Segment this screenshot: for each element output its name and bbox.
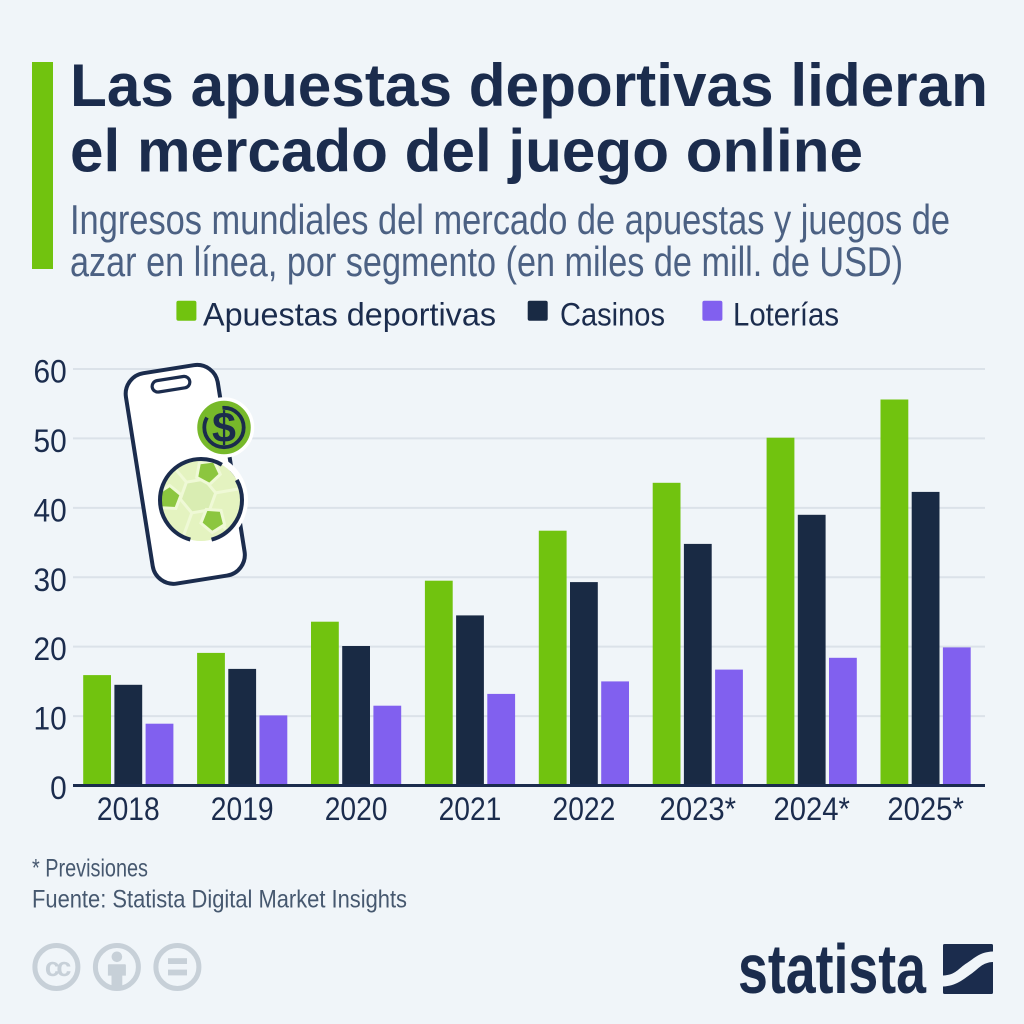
person-body	[107, 964, 126, 987]
bar-2025-apuestas-deportivas	[880, 399, 909, 786]
legend-label-1: Casinos	[560, 297, 665, 333]
dollar-sign: $	[212, 404, 236, 452]
soccer-ball	[154, 453, 248, 547]
legend-swatch-1	[527, 300, 548, 321]
footnote-previsiones: * Previsiones	[32, 855, 148, 883]
ball-pentagon-bottom	[199, 507, 227, 535]
x-tick-label-2019: 2019	[211, 791, 274, 827]
bar-2023-loterías	[715, 669, 743, 786]
subtitle-line-1: Ingresos mundiales del mercado de apuest…	[70, 196, 950, 243]
bar-2021-casinos	[456, 615, 484, 786]
y-tick-label-40: 40	[34, 492, 67, 528]
bar-2023-casinos	[683, 543, 712, 786]
statista-logo[interactable]: statista	[738, 930, 993, 1008]
ball-seam-1	[215, 487, 241, 495]
ball-pentagon-top	[195, 459, 223, 487]
bar-2024-apuestas-deportivas	[766, 437, 795, 786]
legend-item-1: Casinos	[527, 297, 665, 333]
logo-s-curve	[943, 951, 993, 987]
coin-ring	[202, 405, 246, 450]
title-accent-bar	[32, 62, 53, 269]
cc-circle	[32, 943, 81, 991]
bar-2023-apuestas-deportivas	[652, 482, 681, 786]
y-tick-label-60: 60	[34, 354, 67, 390]
cc-icon[interactable]: cc	[32, 943, 81, 991]
y-tick-label-0: 0	[50, 770, 67, 806]
y-tick-label-50: 50	[34, 423, 67, 459]
bar-2019-casinos	[228, 668, 257, 786]
bar-2018-casinos	[114, 684, 143, 786]
legend-swatch-2	[702, 300, 723, 321]
legend-label-2: Loterías	[733, 297, 839, 333]
x-tick-label-2023: 2023*	[660, 791, 737, 827]
attribution-circle	[92, 943, 141, 991]
x-tick-label-2022: 2022	[553, 791, 616, 827]
equals-icon[interactable]	[153, 943, 202, 991]
bar-2018-loterías	[145, 723, 174, 786]
attribution-icon[interactable]	[92, 943, 141, 991]
phone-notch	[150, 374, 192, 394]
legend-swatch-0	[176, 300, 197, 321]
bar-2020-apuestas-deportivas	[311, 621, 339, 786]
legend-label-0: Apuestas deportivas	[203, 297, 496, 333]
statista-logo-mark	[943, 944, 993, 994]
ball-outline	[158, 457, 244, 543]
ball-seam-3	[181, 512, 194, 537]
bar-2024-casinos	[797, 514, 826, 786]
bar-2025-loterías	[942, 647, 971, 786]
subtitle-line-2: azar en línea, por segmento (en miles de…	[70, 238, 903, 285]
equals-circle	[153, 943, 202, 991]
bar-2020-loterías	[373, 705, 402, 786]
equals-bar-top	[168, 958, 187, 964]
dollar-coin: $	[193, 397, 255, 458]
bar-2019-loterías	[259, 715, 288, 786]
bar-2022-casinos	[570, 582, 598, 786]
cc-letters: cc	[45, 952, 72, 982]
x-tick-label-2024: 2024*	[773, 791, 850, 827]
legend-item-2: Loterías	[702, 297, 839, 333]
chart-legend: Apuestas deportivas Casinos Loterías	[176, 297, 839, 333]
legend-item-0: Apuestas deportivas	[176, 297, 496, 333]
equals-bar-bottom	[168, 969, 187, 976]
x-tick-label-2020: 2020	[325, 791, 388, 827]
person-head	[111, 951, 123, 963]
x-tick-label-2021: 2021	[439, 791, 502, 827]
ball-hexagon	[178, 477, 218, 515]
bar-2021-apuestas-deportivas	[424, 580, 453, 786]
y-tick-label-30: 30	[34, 562, 67, 598]
bar-2020-casinos	[342, 646, 370, 786]
bar-2022-apuestas-deportivas	[538, 530, 567, 786]
ball-halo	[154, 453, 248, 547]
x-tick-label-2018: 2018	[97, 791, 160, 827]
y-tick-label-10: 10	[34, 701, 67, 737]
title-line-1: Las apuestas deportivas lideran	[70, 52, 988, 119]
bar-2021-loterías	[487, 693, 516, 786]
x-tick-label-2025: 2025*	[887, 791, 964, 827]
bar-2022-loterías	[601, 681, 629, 786]
bar-2018-apuestas-deportivas	[83, 675, 111, 786]
bar-2025-casinos	[911, 491, 940, 786]
footnote-source: Fuente: Statista Digital Market Insights	[32, 886, 407, 914]
phone-illustration: $	[123, 362, 255, 586]
statista-wordmark: statista	[738, 930, 927, 1008]
y-tick-label-20: 20	[34, 631, 67, 667]
bar-2019-apuestas-deportivas	[197, 652, 225, 786]
bar-2024-loterías	[829, 657, 857, 786]
title-line-2: el mercado del juego online	[70, 118, 863, 185]
